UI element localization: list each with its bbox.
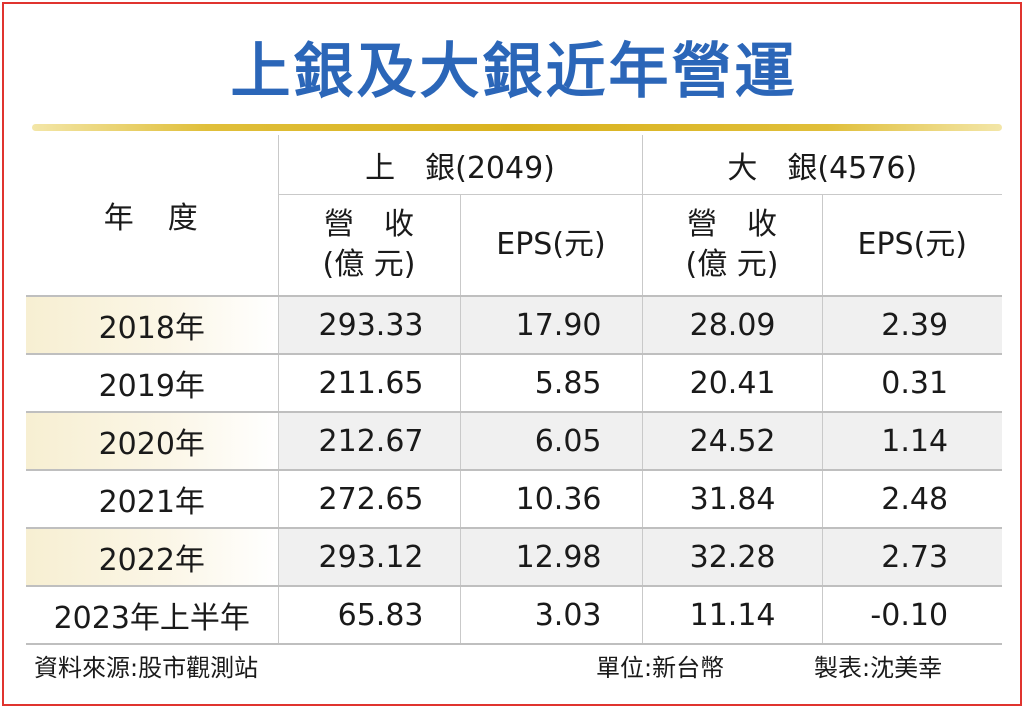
table-row: 2021年 272.65 10.36 31.84 2.48	[26, 469, 1003, 528]
table-row: 2018年 293.33 17.90 28.09 2.39	[26, 295, 1003, 354]
a-eps-cell: 17.90	[515, 307, 602, 343]
row-year: 2019年	[26, 353, 278, 412]
row-year: 2023年上半年	[26, 585, 278, 645]
a-revenue-cell: 272.65	[318, 481, 424, 517]
b-eps-cell: 2.73	[881, 539, 949, 575]
a-eps-cell: 6.05	[534, 423, 602, 459]
header-row-companies: 年 度 上 銀(2049) 大 銀(4576)	[26, 135, 1003, 236]
unit-note: 單位:新台幣	[596, 654, 725, 682]
b-revenue-cell: 20.41	[689, 365, 776, 401]
a-eps-cell: 5.85	[534, 365, 602, 401]
header-a-eps: EPS(元)	[459, 194, 643, 296]
a-revenue-cell: 212.67	[318, 423, 424, 459]
header-b-revenue-line2: (億 元)	[685, 247, 779, 282]
header-a-revenue-line2: (億 元)	[322, 247, 416, 282]
header-company-a: 上 銀(2049)	[277, 135, 643, 195]
header-b-revenue: 營 收 (億 元)	[641, 194, 823, 296]
row-year: 2022年	[26, 527, 278, 586]
table-row: 2023年上半年 65.83 3.03 11.14 -0.10	[26, 585, 1003, 645]
header-b-revenue-line1: 營 收	[687, 207, 778, 242]
row-year: 2021年	[26, 469, 278, 528]
b-revenue-cell: 11.14	[689, 597, 776, 633]
header-year: 年 度	[103, 201, 200, 236]
maker-note: 製表:沈美幸	[814, 654, 943, 682]
a-eps-cell: 10.36	[515, 481, 602, 517]
a-revenue-cell: 293.12	[318, 539, 424, 575]
header-company-b: 大 銀(4576)	[641, 135, 1003, 195]
b-revenue-cell: 32.28	[689, 539, 776, 575]
row-year: 2020年	[26, 411, 278, 470]
b-revenue-cell: 28.09	[689, 307, 776, 343]
table-row: 2022年 293.12 12.98 32.28 2.73	[26, 527, 1003, 586]
operations-table: 年 度 上 銀(2049) 大 銀(4576) 營 收 (億 元) EPS(元)…	[26, 135, 1003, 645]
header-row-metrics: 營 收 (億 元) EPS(元) 營 收 (億 元) EPS(元)	[26, 194, 1003, 296]
b-revenue-cell: 24.52	[689, 423, 776, 459]
b-eps-cell: -0.10	[870, 597, 949, 633]
a-revenue-cell: 65.83	[337, 597, 424, 633]
a-eps-cell: 3.03	[534, 597, 602, 633]
b-eps-cell: 2.39	[881, 307, 949, 343]
a-revenue-cell: 211.65	[318, 365, 424, 401]
header-a-revenue-line1: 營 收	[324, 207, 414, 242]
a-eps-cell: 12.98	[515, 539, 602, 575]
b-eps-cell: 2.48	[881, 481, 949, 517]
b-eps-cell: 0.31	[881, 365, 949, 401]
b-revenue-cell: 31.84	[689, 481, 776, 517]
header-a-revenue: 營 收 (億 元)	[277, 194, 460, 296]
header-b-eps: EPS(元)	[821, 194, 1003, 296]
table-row: 2020年 212.67 6.05 24.52 1.14	[26, 411, 1003, 470]
row-year: 2018年	[26, 295, 278, 354]
table-row: 2019年 211.65 5.85 20.41 0.31	[26, 353, 1003, 412]
a-revenue-cell: 293.33	[318, 307, 424, 343]
title-divider	[32, 124, 1002, 131]
b-eps-cell: 1.14	[881, 423, 949, 459]
source-note: 資料來源:股市觀測站	[34, 654, 259, 682]
chart-title: 上銀及大銀近年營運	[230, 37, 798, 107]
